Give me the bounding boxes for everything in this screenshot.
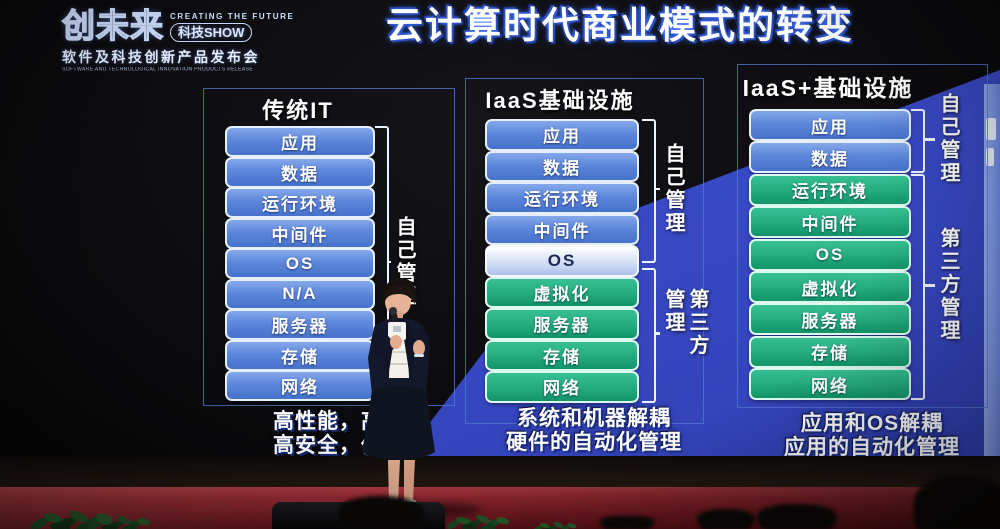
layer-box: 虚拟化 (749, 271, 911, 303)
management-zone-label: 自己管理 (937, 93, 959, 186)
logo-tagline: CREATING THE FUTURE (170, 12, 295, 21)
management-zone-label: 第三方管理 (937, 227, 959, 343)
diagram-column-1: 传统IT 应用 数据 运行环境 中间件 OS N/A 服务器 存储 网络 自己管理 (203, 88, 455, 406)
layer-box: 服务器 (749, 303, 911, 336)
management-bracket (642, 268, 656, 403)
layer-box: 应用 (225, 126, 375, 157)
caption-line: 应用的自动化管理 (784, 436, 960, 459)
column-header: IaaS基础设施 (485, 88, 635, 113)
caption-line: 硬件的自动化管理 (506, 431, 682, 454)
layer-box: 虚拟化 (485, 276, 639, 308)
diagram-column-2: IaaS基础设施应用 数据 运行环境 中间件 OS 虚拟化 服务器 存储 网络 自己管理第三方管理 (465, 78, 708, 424)
logo-brand-text: 创未来 (61, 6, 164, 44)
layer-box: 网络 (485, 371, 639, 403)
layer-box: 应用 (485, 119, 639, 151)
cutoff-glyph (986, 148, 994, 166)
column-caption: 系统和机器解耦 硬件的自动化管理 (444, 407, 744, 455)
plant (64, 506, 174, 529)
projection-screen: 创未来 CREATING THE FUTURE 科技SHOW 软件及科技创新产品… (0, 0, 1000, 462)
caption-line: 应用和OS解耦 (800, 412, 944, 435)
audience-head (757, 504, 837, 529)
layer-box: 中间件 (225, 217, 375, 249)
cutoff-glyph (986, 118, 996, 140)
layer-box: 数据 (485, 150, 639, 182)
layer-box: 服务器 (225, 309, 375, 340)
layer-box: 中间件 (485, 213, 639, 245)
bracket-tick (654, 187, 660, 191)
bracket-tick (923, 138, 935, 141)
layer-box: 数据 (749, 141, 911, 174)
bracket-tick (923, 284, 935, 287)
management-bracket (642, 119, 656, 263)
layer-box: 中间件 (749, 206, 911, 239)
layer-box: 应用 (749, 109, 911, 141)
logo-subtitle-en: SOFTWARE AND TECHNOLOGICAL INNOVATION PR… (62, 67, 254, 73)
management-bracket (911, 109, 925, 174)
management-bracket (911, 173, 925, 401)
column-header: IaaS+基础设施 (742, 75, 914, 101)
layer-box: 运行环境 (749, 173, 911, 206)
layer-box: 数据 (225, 156, 375, 188)
layer-box: OS (749, 238, 911, 271)
bracket-tick (654, 332, 660, 335)
bracket-tick (387, 260, 391, 263)
column-header: 传统IT (262, 98, 334, 123)
presenter (362, 277, 435, 509)
layer-box: 运行环境 (485, 182, 639, 214)
management-zone-label: 自己管理 (662, 142, 684, 235)
layer-box: 服务器 (485, 308, 639, 340)
layer-box: OS (225, 248, 375, 279)
stage-backwall (0, 456, 1000, 488)
layer-box: N/A (225, 278, 375, 310)
logo-subtitle: 软件及科技创新产品发布会 (62, 49, 260, 65)
layer-box: 存储 (749, 335, 911, 368)
plant (500, 515, 610, 529)
layer-box: 网络 (749, 368, 911, 401)
audience-head (338, 496, 424, 529)
diagram-column-3: IaaS+基础设施应用 数据 运行环境 中间件 OS 虚拟化 服务器 存储 网络 自己管理第三方管… (737, 64, 988, 408)
audience-head (697, 509, 755, 529)
management-zone-label: 第三方管理 (662, 288, 708, 358)
screen-edge-strip (984, 84, 1000, 462)
layer-box: OS (485, 245, 639, 277)
layer-box: 存储 (225, 339, 375, 371)
logo-badge: 科技SHOW (170, 23, 253, 42)
column-caption: 应用和OS解耦 应用的自动化管理 (722, 412, 1000, 460)
slide-title: 云计算时代商业模式的转变 (386, 5, 854, 46)
event-logo: 创未来 CREATING THE FUTURE 科技SHOW 软件及科技创新产品… (61, 6, 342, 78)
layer-box: 网络 (225, 370, 375, 401)
layer-box: 存储 (485, 339, 639, 371)
caption-line: 系统和机器解耦 (517, 407, 671, 430)
audience-head (914, 476, 1000, 529)
layer-box: 运行环境 (225, 187, 375, 218)
audience-head (600, 516, 654, 529)
